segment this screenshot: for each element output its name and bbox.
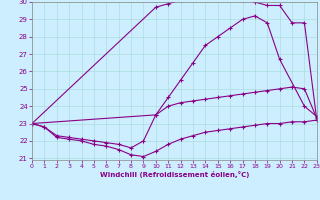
X-axis label: Windchill (Refroidissement éolien,°C): Windchill (Refroidissement éolien,°C) (100, 171, 249, 178)
